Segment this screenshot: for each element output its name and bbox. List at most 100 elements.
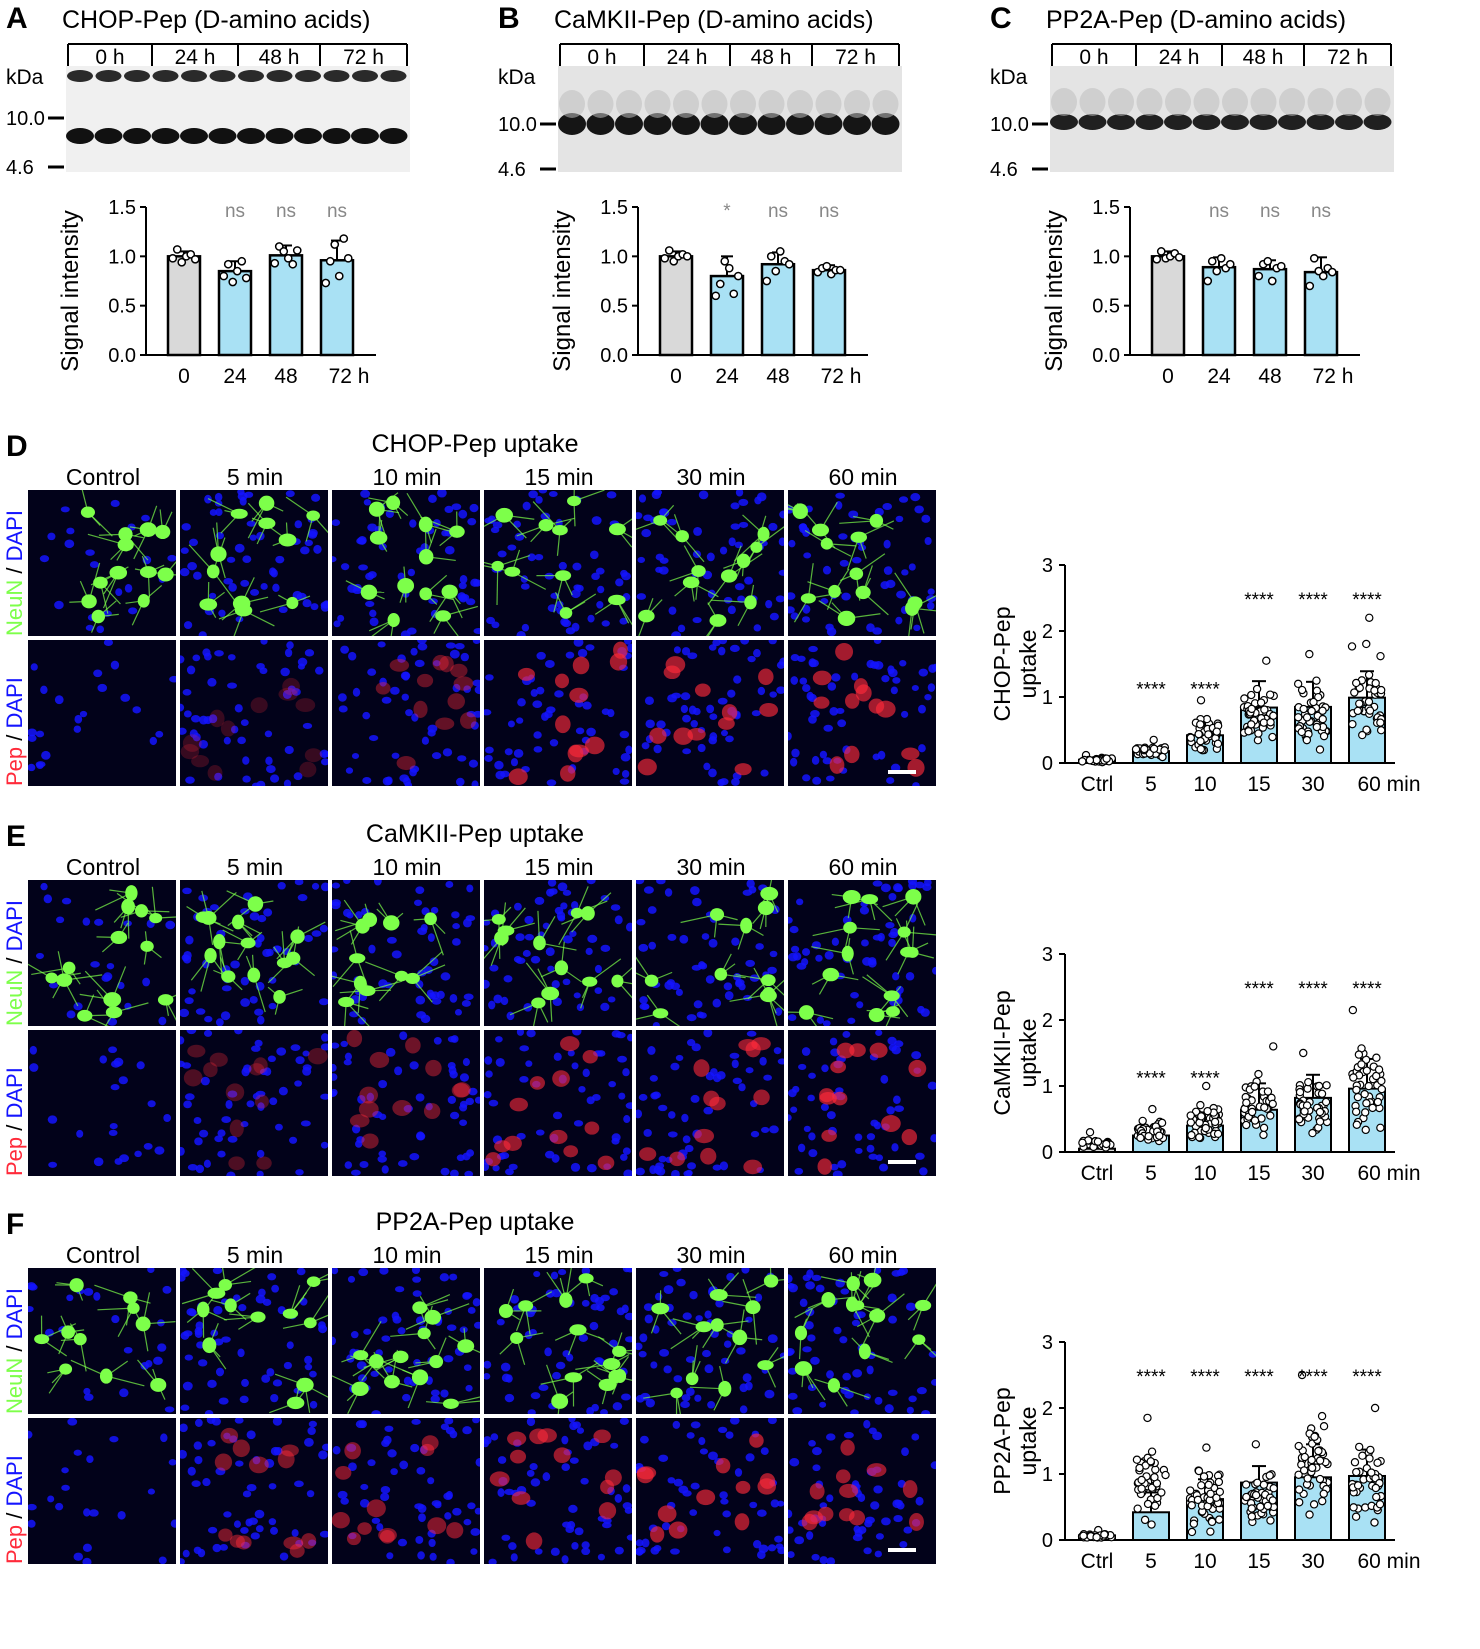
- nucleus: [484, 1091, 492, 1099]
- nucleus: [550, 1271, 559, 1280]
- nucleus: [538, 1384, 549, 1391]
- blot-band: [643, 113, 672, 135]
- pep-dapi-image: [636, 1418, 784, 1564]
- nucleus: [119, 1154, 130, 1163]
- neuron-soma: [905, 889, 922, 905]
- nucleus: [639, 996, 648, 1005]
- nucleus: [39, 555, 50, 563]
- nucleus: [340, 645, 350, 654]
- significance-label: ns: [768, 201, 788, 222]
- nucleus: [484, 945, 489, 952]
- data-point: [1352, 1467, 1361, 1477]
- nucleus: [712, 998, 722, 1008]
- nucleus: [811, 1553, 820, 1561]
- y-tick-label: 0.5: [600, 296, 628, 318]
- nucleus: [332, 1268, 339, 1275]
- data-point: [822, 261, 832, 271]
- column-label: 30 min: [676, 854, 746, 880]
- nucleus: [440, 1423, 450, 1431]
- neurite: [807, 563, 814, 599]
- data-point: [1300, 1452, 1309, 1462]
- x-tick-label: 5: [1145, 1550, 1157, 1573]
- nucleus: [716, 1071, 726, 1080]
- nucleus: [266, 765, 276, 774]
- pep-signal: [813, 696, 830, 709]
- nucleus: [471, 780, 479, 786]
- significance-label: ****: [1136, 1367, 1166, 1388]
- pep-signal: [277, 1450, 295, 1469]
- nucleus: [763, 1074, 772, 1081]
- nucleus: [830, 1163, 839, 1171]
- nucleus: [775, 1007, 783, 1016]
- nucleus: [826, 1494, 834, 1503]
- data-point: [762, 276, 772, 286]
- nucleus: [239, 1395, 249, 1404]
- significance-label: ****: [1298, 590, 1328, 611]
- nucleus: [207, 1379, 217, 1388]
- nucleus: [681, 647, 691, 656]
- pep-signal: [369, 1051, 390, 1068]
- nucleus: [738, 521, 749, 528]
- neuron-soma: [644, 974, 659, 987]
- y-tick-label: 2: [1042, 1398, 1053, 1420]
- nucleus: [885, 921, 895, 929]
- data-point: [1194, 1466, 1204, 1476]
- neuron-soma: [45, 972, 58, 984]
- nucleus: [888, 893, 897, 901]
- blot-smear: [730, 90, 756, 118]
- data-point: [1206, 1489, 1215, 1498]
- nucleus: [562, 889, 572, 896]
- nucleus: [246, 1100, 255, 1108]
- nucleus: [622, 1147, 631, 1155]
- data-point: [1357, 1060, 1366, 1069]
- nucleus: [35, 952, 44, 960]
- blot-band: [1363, 114, 1392, 130]
- data-point: [1347, 642, 1357, 651]
- nucleus: [555, 1361, 566, 1370]
- data-point: [1314, 1446, 1323, 1456]
- nucleus: [394, 1286, 405, 1293]
- significance-label: ****: [1190, 1367, 1220, 1388]
- nucleus: [755, 1293, 763, 1302]
- neuron-soma: [278, 533, 297, 547]
- nucleus: [798, 1063, 807, 1070]
- nucleus: [547, 880, 557, 887]
- nucleus: [458, 582, 467, 590]
- y-tick-label: 0: [1042, 1142, 1053, 1164]
- neuron-soma: [858, 1343, 871, 1360]
- neuron-soma: [510, 1332, 524, 1345]
- nucleus: [883, 539, 891, 549]
- nucleus: [778, 537, 784, 546]
- neuron-soma: [234, 604, 253, 617]
- data-point: [228, 277, 238, 287]
- nucleus: [412, 1276, 422, 1283]
- nucleus: [79, 710, 88, 718]
- neuron-soma: [581, 906, 595, 921]
- data-point: [1309, 697, 1318, 707]
- nucleus: [306, 1490, 315, 1498]
- data-point: [1268, 732, 1277, 742]
- nucleus: [776, 686, 784, 694]
- nucleus: [573, 584, 582, 591]
- nucleus: [286, 641, 294, 650]
- neuron-soma: [720, 569, 738, 583]
- data-point: [1318, 271, 1328, 281]
- nucleus: [644, 696, 654, 705]
- data-point: [1317, 1411, 1327, 1421]
- pep-dapi-image: [28, 1418, 176, 1564]
- nucleus: [645, 719, 655, 729]
- nucleus: [459, 1100, 468, 1108]
- nucleus: [345, 767, 354, 774]
- neuron-soma: [861, 894, 879, 905]
- data-point: [1155, 1131, 1164, 1140]
- data-point: [1247, 690, 1256, 700]
- nucleus: [769, 612, 779, 621]
- nucleus: [852, 1533, 863, 1542]
- neuron-soma: [541, 986, 560, 1001]
- y-tick-label: 2: [1042, 621, 1053, 643]
- nucleus: [488, 1000, 496, 1010]
- pep-signal: [636, 1467, 654, 1484]
- nucleus: [822, 565, 832, 575]
- bar: [1150, 255, 1186, 357]
- nucleus: [463, 1364, 472, 1371]
